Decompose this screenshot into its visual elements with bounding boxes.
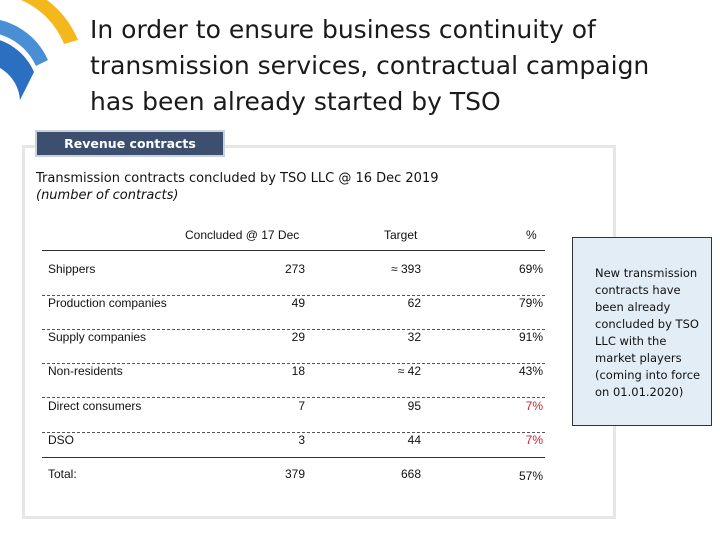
- row-concluded: 273: [284, 262, 305, 276]
- total-concluded: 379: [284, 467, 305, 481]
- callout-note: New transmission contracts have been alr…: [572, 237, 712, 426]
- row-name: Production companies: [48, 296, 167, 310]
- table-header-rule: [42, 250, 545, 251]
- total-target: 668: [400, 467, 421, 481]
- row-name: Non-residents: [48, 364, 123, 378]
- column-header-concluded: Concluded @ 17 Dec: [185, 228, 300, 242]
- row-target: 32: [407, 330, 421, 344]
- row-percent: 79%: [518, 296, 543, 310]
- row-target: ≈ 393: [391, 262, 421, 276]
- table-row-production-companies: Production companies 49 62 79%: [42, 296, 545, 330]
- row-target: 95: [407, 399, 421, 413]
- row-name: Shippers: [48, 262, 96, 276]
- total-label: Total:: [48, 467, 77, 481]
- row-target: 44: [407, 433, 421, 447]
- row-concluded: 3: [298, 433, 305, 447]
- table-row-shippers: Shippers 273 ≈ 393 69%: [42, 262, 545, 296]
- row-concluded: 7: [298, 399, 305, 413]
- slide-title: In order to ensure business continuity o…: [90, 15, 650, 116]
- column-header-target: Target: [384, 228, 418, 242]
- table-row-supply-companies: Supply companies 29 32 91%: [42, 330, 545, 364]
- row-percent: 69%: [518, 262, 543, 276]
- company-logo: [0, 0, 80, 110]
- row-target: ≈ 42: [397, 364, 421, 378]
- contracts-subheading: (number of contracts): [36, 188, 179, 203]
- row-name: Direct consumers: [48, 399, 142, 413]
- revenue-contracts-panel: [22, 145, 616, 519]
- row-percent: 7%: [525, 399, 543, 413]
- table-row-direct-consumers: Direct consumers 7 95 7%: [42, 399, 545, 433]
- row-concluded: 49: [291, 296, 305, 310]
- row-percent: 7%: [525, 433, 543, 447]
- row-name: Supply companies: [48, 330, 147, 344]
- row-percent: 91%: [518, 330, 543, 344]
- row-name: DSO: [48, 433, 75, 447]
- table-row-non-residents: Non-residents 18 ≈ 42 43%: [42, 364, 545, 398]
- table-row-total: Total: 379 668 57%: [42, 467, 545, 501]
- table-row-dso: DSO 3 44 7%: [42, 433, 545, 467]
- contracts-heading: Transmission contracts concluded by TSO …: [36, 171, 439, 186]
- row-concluded: 29: [291, 330, 305, 344]
- row-concluded: 18: [291, 364, 305, 378]
- column-header-percent: %: [526, 228, 537, 242]
- panel-tab-label: Revenue contracts: [35, 130, 225, 157]
- row-target: 62: [407, 296, 421, 310]
- total-percent: 57%: [518, 469, 543, 483]
- table-total-rule: [42, 457, 545, 458]
- row-percent: 43%: [518, 364, 543, 378]
